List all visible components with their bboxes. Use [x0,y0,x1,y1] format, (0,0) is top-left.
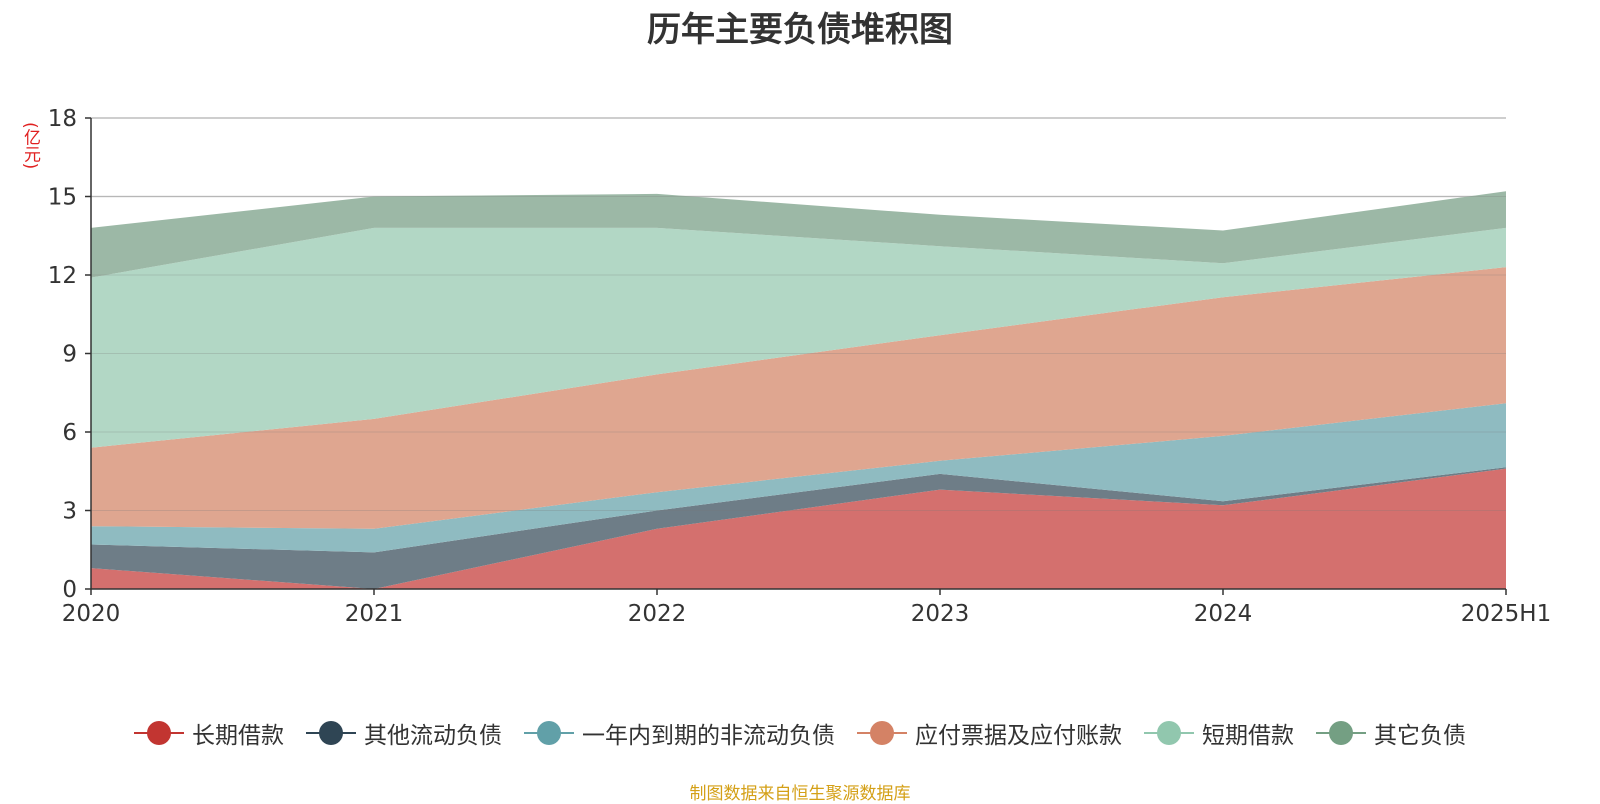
area-series-5 [91,191,1506,278]
y-tick-label-18: 18 [48,106,77,132]
legend-dot-icon [319,721,343,745]
y-axis-unit-label: (亿元) [20,122,40,170]
area-series-1 [91,467,1506,589]
x-tick-label-2021: 2021 [345,601,404,627]
legend-marker-icon [1144,720,1194,746]
area-series-0 [91,468,1506,589]
legend: 长期借款 其他流动负债 一年内到期的非流动负债 应付票据及应付账款 短期借款 其它负债 [0,716,1600,750]
area-series-3 [91,267,1506,529]
legend-marker-icon [306,720,356,746]
legend-label: 其它负债 [1374,723,1466,749]
legend-label: 一年内到期的非流动负债 [582,723,835,749]
x-tick-label-2025H1: 2025H1 [1461,601,1551,627]
legend-marker-icon [1316,720,1366,746]
axes [85,117,1507,595]
legend-dot-icon [537,721,561,745]
legend-marker-icon [524,720,574,746]
legend-label: 短期借款 [1202,723,1294,749]
legend-dot-icon [870,721,894,745]
legend-marker-icon [134,720,184,746]
legend-label: 其他流动负债 [364,723,502,749]
legend-dot-icon [147,721,171,745]
source-note: 制图数据来自恒生聚源数据库 [689,784,911,804]
legend-item-2[interactable]: 一年内到期的非流动负债 [524,716,835,750]
area-series-2 [91,403,1506,553]
legend-label: 长期借款 [192,723,284,749]
y-tick-label-0: 0 [62,577,77,603]
legend-item-1[interactable]: 其他流动负债 [306,716,502,750]
x-tick-label-2022: 2022 [628,601,687,627]
chart-title: 历年主要负债堆积图 [647,10,953,50]
y-tick-label-6: 6 [62,420,77,446]
y-tick-label-12: 12 [48,263,77,289]
legend-dot-icon [1329,721,1353,745]
y-tick-label-15: 15 [48,185,77,211]
area-series-4 [91,227,1506,448]
legend-item-3[interactable]: 应付票据及应付账款 [857,716,1122,750]
legend-marker-icon [857,720,907,746]
x-tick-label-2020: 2020 [62,601,121,627]
tick-labels: 0 3 6 9 12 15 18 2020 2021 2022 2023 2024 2025H1 [48,106,1552,627]
y-tick-label-9: 9 [62,342,77,368]
area-series [91,117,1506,589]
y-tick-label-3: 3 [62,499,77,525]
legend-item-0[interactable]: 长期借款 [134,716,284,750]
legend-dot-icon [1157,721,1181,745]
legend-label: 应付票据及应付账款 [915,723,1122,749]
x-tick-label-2023: 2023 [911,601,970,627]
x-tick-label-2024: 2024 [1194,601,1253,627]
legend-item-4[interactable]: 短期借款 [1144,716,1294,750]
legend-item-5[interactable]: 其它负债 [1316,716,1466,750]
